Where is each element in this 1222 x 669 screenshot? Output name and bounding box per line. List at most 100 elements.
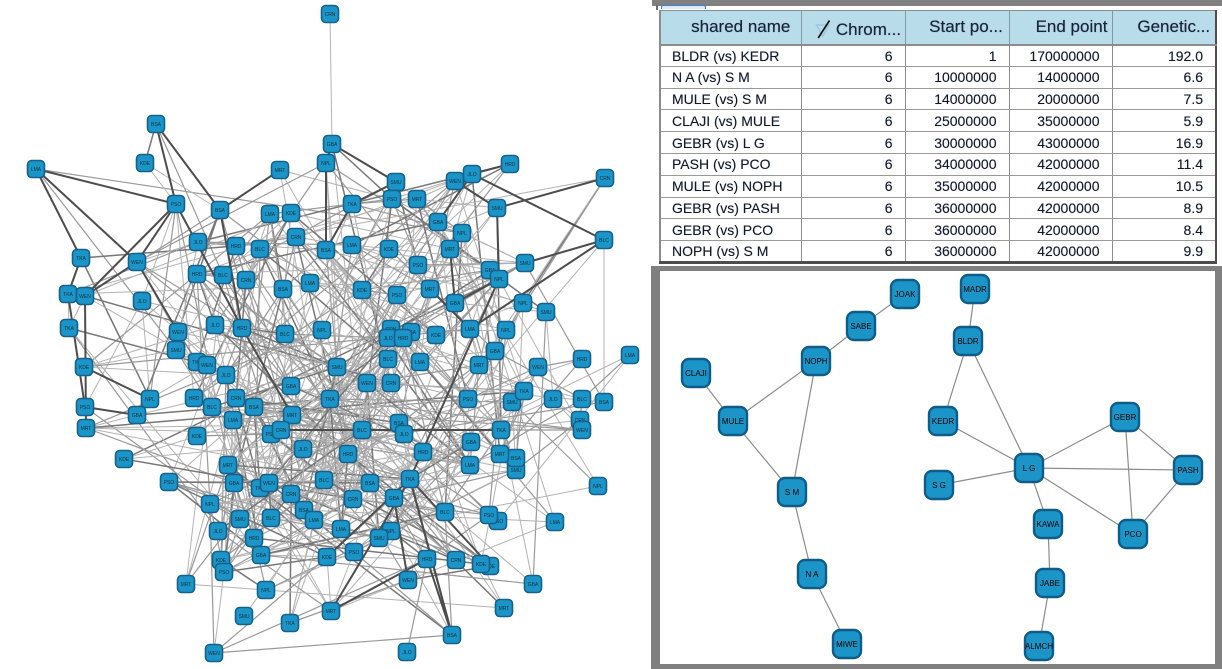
svg-text:LMA: LMA [465,327,476,333]
svg-text:HRD: HRD [398,336,409,342]
svg-text:TKA: TKA [519,389,529,395]
svg-text:PSO: PSO [171,202,182,208]
svg-text:JLO: JLO [399,432,408,438]
svg-text:BLC: BLC [440,510,450,516]
svg-text:MADR: MADR [963,285,987,294]
svg-text:KDE: KDE [192,434,203,440]
svg-text:KDE: KDE [357,288,368,294]
svg-text:L G: L G [1023,464,1036,473]
svg-text:BSA: BSA [299,508,310,514]
svg-text:BSA: BSA [151,122,162,128]
svg-text:ALMCH: ALMCH [1025,642,1053,651]
svg-text:WEN: WEN [361,381,373,387]
svg-text:SMU: SMU [234,517,246,523]
svg-text:WEN: WEN [576,428,588,434]
svg-text:HRD: HRD [189,396,200,402]
svg-text:LMA: LMA [228,418,239,424]
svg-text:LMA: LMA [347,243,358,249]
svg-text:JLO: JLO [298,447,307,453]
svg-text:SMU: SMU [238,614,250,620]
svg-text:BLC: BLC [577,397,587,403]
svg-text:BSA: BSA [249,405,260,411]
svg-text:SMU: SMU [540,310,552,316]
svg-text:NPL: NPL [494,277,504,283]
svg-text:MRT: MRT [81,426,92,432]
svg-text:LMA: LMA [31,167,42,173]
svg-text:HRD: HRD [422,557,433,563]
svg-text:KDE: KDE [322,555,333,561]
svg-text:CRN: CRN [325,12,336,18]
svg-text:MRT: MRT [412,197,423,203]
svg-text:MRT: MRT [425,287,436,293]
svg-text:PSO: PSO [463,397,474,403]
svg-text:MRT: MRT [287,413,298,419]
svg-text:SMU: SMU [506,400,518,406]
svg-text:GBA: GBA [389,496,400,502]
svg-text:BLC: BLC [599,238,609,244]
svg-text:PCO: PCO [1124,530,1141,539]
svg-text:MRT: MRT [495,452,506,458]
svg-text:TKA: TKA [64,326,74,332]
svg-text:PSO: PSO [219,570,230,576]
svg-text:TKA: TKA [325,397,335,403]
svg-text:BSA: BSA [321,248,332,254]
svg-text:NPL: NPL [261,588,271,594]
svg-text:BSA: BSA [215,208,226,214]
svg-text:BLC: BLC [207,405,217,411]
svg-text:GBA: GBA [132,413,143,419]
svg-text:LMA: LMA [309,518,320,524]
svg-text:BLC: BLC [357,428,367,434]
svg-text:N A: N A [806,570,820,579]
svg-text:NPL: NPL [145,397,155,403]
svg-text:KDE: KDE [140,161,151,167]
svg-text:TKA: TKA [76,256,86,262]
svg-text:CLAJI: CLAJI [685,369,707,378]
svg-text:JOAK: JOAK [895,290,917,299]
svg-text:KAWA: KAWA [1037,520,1061,529]
svg-text:TKA: TKA [347,202,357,208]
svg-text:S G: S G [932,481,946,490]
svg-text:GBA: GBA [229,481,240,487]
svg-text:LMA: LMA [305,281,316,287]
svg-text:LMA: LMA [415,360,426,366]
svg-text:BSA: BSA [278,287,289,293]
svg-text:BLC: BLC [266,516,276,522]
svg-text:KDE: KDE [485,564,496,570]
svg-text:HRD: HRD [231,244,242,250]
svg-text:NOPH: NOPH [804,357,827,366]
svg-text:MRT: MRT [499,606,510,612]
svg-text:NPL: NPL [518,301,528,307]
svg-text:SMU: SMU [491,206,503,212]
svg-text:LMA: LMA [265,212,276,218]
svg-text:MRT: MRT [181,582,192,588]
svg-text:TKA: TKA [63,292,73,298]
svg-text:BLC: BLC [255,247,265,253]
svg-text:SMU: SMU [331,365,343,371]
svg-text:PSO: PSO [392,293,403,299]
svg-text:KDE: KDE [431,333,442,339]
svg-text:CRN: CRN [600,176,611,182]
svg-text:CRN: CRN [386,381,397,387]
svg-text:HRD: HRD [192,272,203,278]
svg-text:TKA: TKA [285,621,295,627]
svg-text:JLO: JLO [383,336,392,342]
svg-text:S M: S M [785,488,800,497]
svg-text:NPL: NPL [501,328,511,334]
svg-text:HRD: HRD [505,162,516,168]
svg-text:SMU: SMU [170,348,182,354]
svg-text:GBA: GBA [286,384,297,390]
svg-text:WEN: WEN [208,651,220,657]
svg-text:SABE: SABE [850,322,871,331]
svg-text:MRT: MRT [223,463,234,469]
svg-text:LMA: LMA [625,353,636,359]
svg-text:GBA: GBA [256,553,267,559]
svg-text:PSO: PSO [164,480,175,486]
svg-text:PSO: PSO [80,405,91,411]
svg-text:BSA: BSA [447,633,458,639]
svg-text:BLC: BLC [319,478,329,484]
svg-text:NPL: NPL [205,502,215,508]
svg-text:WEN: WEN [449,179,461,185]
svg-text:TKA: TKA [405,477,415,483]
svg-text:CRN: CRN [276,428,287,434]
svg-text:WEN: WEN [79,294,91,300]
